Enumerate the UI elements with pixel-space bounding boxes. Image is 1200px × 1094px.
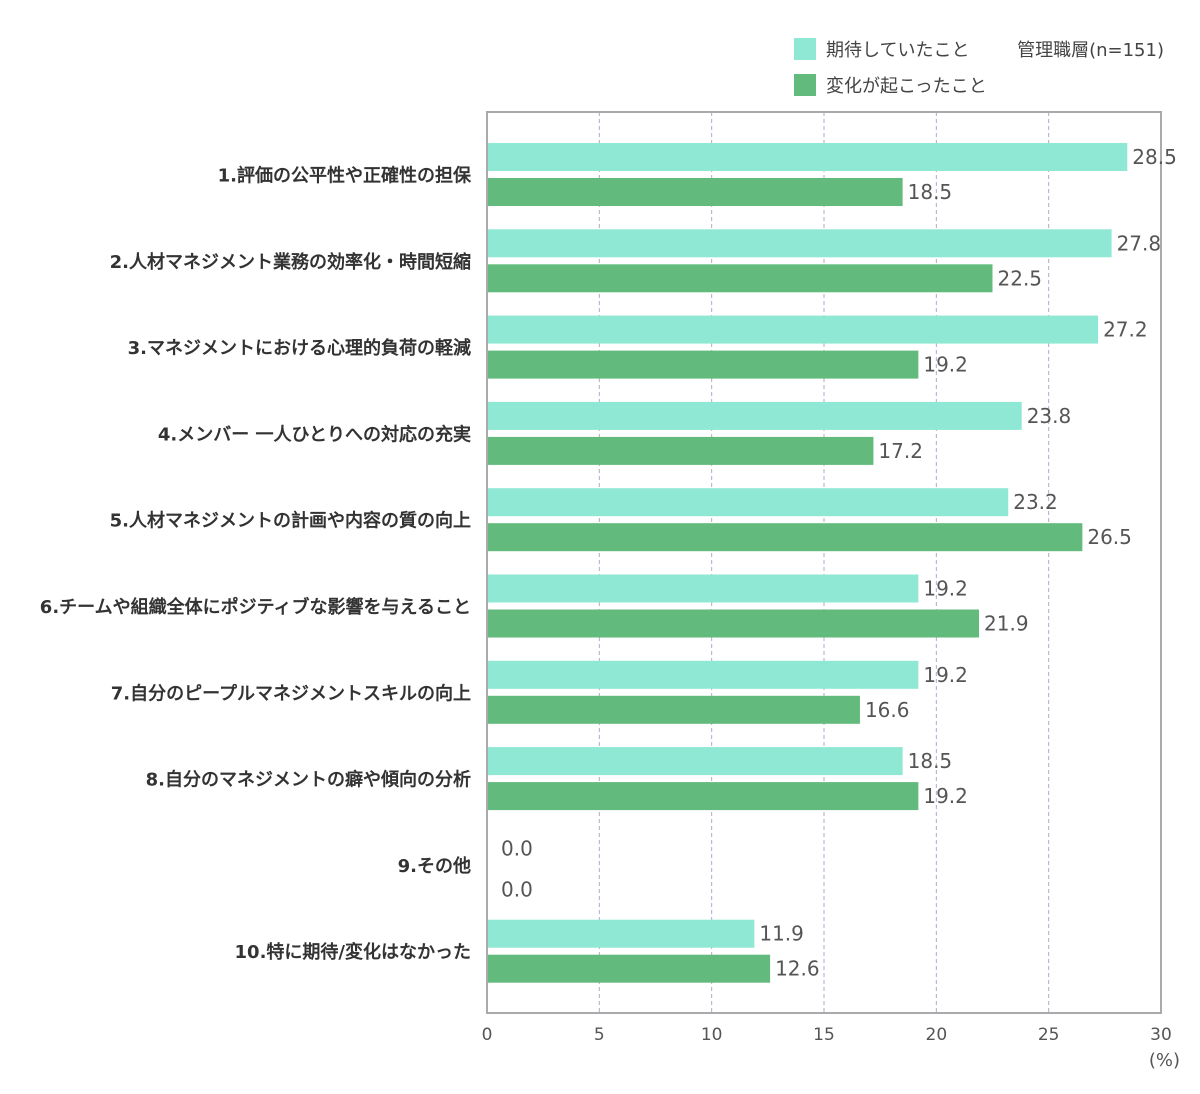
category-label: 10.特に期待/変化はなかった: [235, 941, 471, 963]
bar-expected: [487, 660, 919, 689]
legend-label-expected: 期待していたこと: [826, 40, 969, 61]
value-label-expected: 19.2: [923, 577, 968, 601]
category-label: 1.評価の公平性や正確性の担保: [218, 165, 472, 187]
value-label-expected: 28.5: [1132, 145, 1177, 169]
x-tick-label: 0: [482, 1025, 493, 1045]
value-label-changed: 19.2: [923, 353, 968, 377]
bar-changed: [487, 523, 1083, 552]
category-label: 4.メンバー 一人ひとりへの対応の充実: [158, 423, 471, 445]
bar-changed: [487, 264, 993, 293]
x-axis-ticks: 0 5 10 15 20 25 30: [482, 1025, 1172, 1045]
x-tick-label: 5: [594, 1025, 605, 1045]
legend: 期待していたこと 変化が起こったこと 管理職層(n=151): [794, 38, 1164, 97]
value-label-expected: 23.8: [1027, 404, 1072, 428]
bar-changed: [487, 609, 980, 638]
x-tick-label: 15: [813, 1025, 835, 1045]
category-labels: 1.評価の公平性や正確性の担保 2.人材マネジメント業務の効率化・時間短縮 3.マネ…: [40, 165, 472, 964]
bar-changed: [487, 782, 919, 811]
bar-expected: [487, 919, 755, 948]
bar-expected: [487, 488, 1009, 517]
bar-expected: [487, 229, 1112, 258]
value-label-changed: 19.2: [923, 784, 968, 808]
bar-expected: [487, 574, 919, 603]
bar-expected: [487, 143, 1128, 171]
bar-changed: [487, 178, 903, 206]
category-label: 5.人材マネジメントの計画や内容の質の向上: [110, 510, 471, 532]
bar-changed: [487, 350, 919, 379]
value-labels: 28.5 18.5 27.8 22.5 27.2 19.2 23.8 17.2 23.2 26.5…: [501, 145, 1177, 981]
plot-frame: [486, 111, 1162, 1014]
value-label-changed: 16.6: [865, 698, 910, 722]
bar-changed: [487, 436, 874, 465]
category-label: 9.その他: [398, 855, 471, 877]
category-label: 6.チームや組織全体にポジティブな影響を与えること: [40, 596, 471, 618]
legend-label-changed: 変化が起こったこと: [826, 76, 987, 97]
value-label-changed: 0.0: [501, 877, 533, 901]
bar-changed: [487, 695, 860, 724]
bar-expected: [487, 315, 1099, 344]
value-label-changed: 22.5: [998, 266, 1043, 290]
value-label-expected: 19.2: [923, 663, 968, 687]
value-label-changed: 17.2: [878, 439, 923, 463]
value-label-expected: 23.2: [1013, 490, 1058, 514]
value-label-changed: 12.6: [775, 957, 820, 981]
value-label-changed: 18.5: [908, 180, 953, 204]
bar-expected: [487, 747, 903, 776]
x-axis-unit-label: (%): [1149, 1050, 1180, 1071]
value-label-expected: 18.5: [908, 749, 953, 773]
sample-size-label: 管理職層(n=151): [1017, 40, 1164, 61]
bar-changed: [487, 954, 771, 983]
bars: [487, 143, 1128, 983]
value-label-expected: 0.0: [501, 836, 533, 860]
value-label-expected: 27.8: [1117, 231, 1162, 255]
value-label-changed: 26.5: [1087, 525, 1132, 549]
category-label: 2.人材マネジメント業務の効率化・時間短縮: [110, 251, 471, 273]
bar-expected: [487, 401, 1022, 430]
category-label: 8.自分のマネジメントの癖や傾向の分析: [146, 769, 471, 791]
legend-swatch-changed: [794, 74, 816, 96]
x-tick-label: 20: [926, 1025, 948, 1045]
legend-swatch-expected: [794, 38, 816, 60]
x-tick-label: 25: [1038, 1025, 1060, 1045]
category-label: 3.マネジメントにおける心理的負荷の軽減: [128, 337, 471, 359]
category-label: 7.自分のピープルマネジメントスキルの向上: [111, 682, 471, 704]
value-label-expected: 11.9: [759, 922, 804, 946]
x-tick-label: 30: [1150, 1025, 1172, 1045]
gridlines: [598, 112, 1050, 1013]
x-tick-label: 10: [701, 1025, 723, 1045]
value-label-changed: 21.9: [984, 612, 1029, 636]
value-label-expected: 27.2: [1103, 318, 1148, 342]
